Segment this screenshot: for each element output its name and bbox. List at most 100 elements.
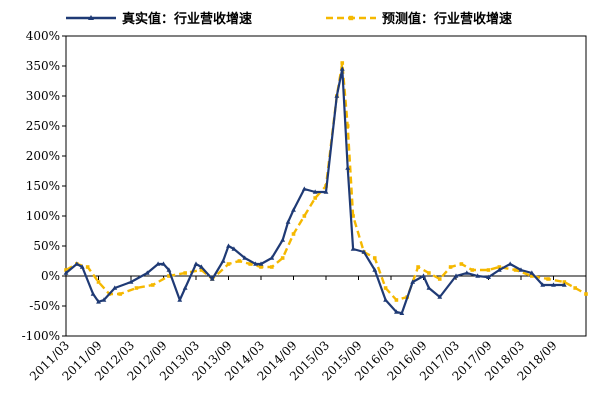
legend: 真实值：行业营收增速 预测值：行业营收增速 xyxy=(66,11,512,27)
data-point xyxy=(540,282,546,287)
data-point xyxy=(372,267,378,272)
data-point xyxy=(312,189,318,194)
data-point xyxy=(459,262,464,266)
series-actual xyxy=(63,66,567,315)
data-point xyxy=(161,261,166,266)
data-point xyxy=(112,285,118,290)
data-point xyxy=(118,292,122,296)
data-point xyxy=(231,246,237,251)
data-point xyxy=(530,274,534,278)
data-point xyxy=(226,262,231,266)
data-point xyxy=(63,270,69,275)
data-point xyxy=(182,285,188,290)
data-point xyxy=(529,270,535,275)
legend-marker xyxy=(88,15,94,20)
data-point xyxy=(573,286,577,290)
y-tick-label: 200% xyxy=(26,149,60,163)
data-point xyxy=(427,271,431,275)
y-tick-label: 50% xyxy=(33,239,60,253)
data-point xyxy=(301,186,307,191)
data-point xyxy=(291,207,296,212)
data-point xyxy=(372,256,377,260)
data-point xyxy=(248,262,252,266)
data-point xyxy=(226,243,231,248)
data-point xyxy=(383,286,388,290)
y-tick-label: 0% xyxy=(41,269,60,283)
data-point xyxy=(470,268,475,272)
data-point xyxy=(394,298,399,302)
data-point xyxy=(302,214,307,218)
data-point xyxy=(96,280,101,284)
data-point xyxy=(340,61,345,65)
data-point xyxy=(101,297,107,302)
data-point xyxy=(437,277,442,281)
data-point xyxy=(426,285,432,290)
data-point xyxy=(394,309,399,314)
data-point xyxy=(584,292,588,296)
data-point xyxy=(291,232,296,236)
data-point xyxy=(199,268,204,272)
data-point xyxy=(551,282,556,287)
data-point xyxy=(486,274,491,279)
data-point xyxy=(497,265,502,269)
data-point xyxy=(74,261,80,266)
data-point xyxy=(507,261,513,266)
data-point xyxy=(134,286,139,290)
data-point xyxy=(383,297,388,302)
data-point xyxy=(242,255,248,260)
data-point xyxy=(220,258,226,263)
data-point xyxy=(437,294,443,299)
data-point xyxy=(464,270,470,275)
data-point xyxy=(361,249,367,254)
data-point xyxy=(150,283,155,287)
data-point xyxy=(350,246,356,251)
y-tick-label: -50% xyxy=(29,299,60,313)
data-point xyxy=(64,268,68,272)
legend-label: 预测值：行业营收增速 xyxy=(382,11,512,27)
data-point xyxy=(285,219,291,224)
data-point xyxy=(258,261,264,266)
data-point xyxy=(399,310,405,315)
data-point xyxy=(253,261,258,266)
data-point xyxy=(475,273,481,278)
data-point xyxy=(410,279,416,284)
data-point xyxy=(155,261,161,266)
data-point xyxy=(177,297,183,302)
data-point xyxy=(259,265,263,269)
data-point xyxy=(453,273,459,278)
data-point xyxy=(345,124,350,128)
data-point xyxy=(166,267,172,272)
data-point xyxy=(270,265,274,269)
y-tick-label: 350% xyxy=(26,59,60,73)
y-tick-label: 250% xyxy=(26,119,60,133)
data-point xyxy=(199,264,204,269)
y-tick-label: -100% xyxy=(22,329,60,343)
data-point xyxy=(85,265,90,269)
data-point xyxy=(496,267,502,272)
data-point xyxy=(351,214,355,218)
data-point xyxy=(518,267,524,272)
series-layer xyxy=(63,61,588,315)
data-point xyxy=(334,93,340,98)
data-point xyxy=(323,189,329,194)
data-point xyxy=(345,165,351,170)
y-tick-label: 150% xyxy=(26,179,60,193)
data-point xyxy=(280,237,286,242)
data-point xyxy=(486,268,491,272)
data-point xyxy=(79,264,85,269)
data-point xyxy=(416,265,420,269)
data-point xyxy=(269,255,275,260)
y-axis: -100% -50% 0% 50% 100% 150% 200% 250% 300% 350% 40… xyxy=(22,29,66,343)
data-point xyxy=(546,277,550,281)
data-point xyxy=(193,261,199,266)
data-point xyxy=(421,273,426,278)
data-point xyxy=(561,282,567,287)
legend-marker xyxy=(348,15,354,21)
data-point xyxy=(448,265,453,269)
data-point xyxy=(237,259,242,263)
data-point xyxy=(513,268,518,272)
data-point xyxy=(183,271,187,275)
data-point xyxy=(313,196,317,200)
legend-item-actual: 真实值：行业营收增速 xyxy=(66,11,252,27)
